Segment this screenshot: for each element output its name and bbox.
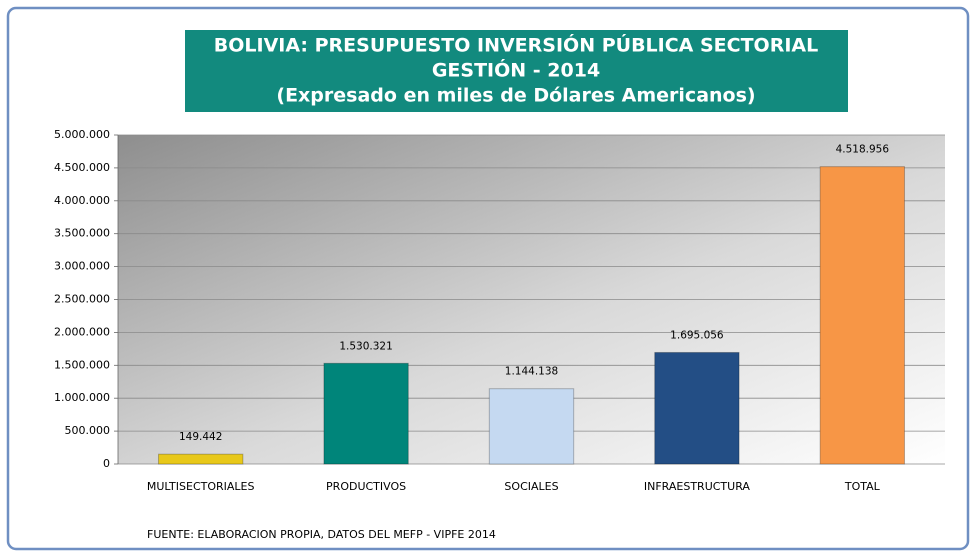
x-tick-label: INFRAESTRUCTURA <box>644 480 751 493</box>
y-tick-label: 0 <box>103 457 110 470</box>
value-label: 1.144.138 <box>505 366 558 378</box>
y-tick-label: 2.500.000 <box>54 293 110 306</box>
y-tick-label: 3.500.000 <box>54 227 110 240</box>
x-tick-label: TOTAL <box>844 480 881 493</box>
value-label: 4.518.956 <box>836 144 890 156</box>
chart-title: BOLIVIA: PRESUPUESTO INVERSIÓN PÚBLICA S… <box>214 33 818 57</box>
y-tick-label: 3.000.000 <box>54 260 110 273</box>
y-tick-label: 1.500.000 <box>54 358 110 371</box>
y-tick-label: 2.000.000 <box>54 325 110 338</box>
bar <box>323 362 409 465</box>
bar <box>158 453 244 465</box>
bar <box>488 388 575 465</box>
y-tick-label: 4.500.000 <box>54 161 110 174</box>
x-tick-label: MULTISECTORIALES <box>147 480 255 493</box>
x-tick-label: PRODUCTIVOS <box>326 480 406 493</box>
value-label: 149.442 <box>179 431 222 443</box>
bar <box>654 351 740 465</box>
y-tick-label: 1.000.000 <box>54 391 110 404</box>
x-tick-label: SOCIALES <box>504 480 558 493</box>
chart-title: GESTIÓN - 2014 <box>432 58 600 82</box>
value-label: 1.695.056 <box>670 329 724 341</box>
bar <box>819 166 905 465</box>
y-tick-label: 5.000.000 <box>54 128 110 141</box>
title-box <box>185 30 848 112</box>
y-tick-label: 500.000 <box>65 424 111 437</box>
y-tick-label: 4.000.000 <box>54 194 110 207</box>
value-label: 1.530.321 <box>339 340 392 352</box>
source-note: FUENTE: ELABORACION PROPIA, DATOS DEL ME… <box>147 528 496 541</box>
chart-title: (Expresado en miles de Dólares Americano… <box>276 85 755 107</box>
